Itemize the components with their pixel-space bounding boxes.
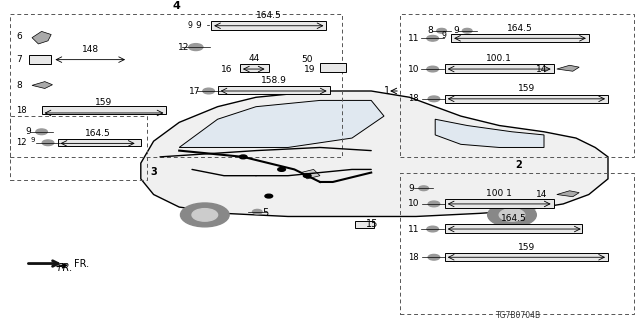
Text: 164.5: 164.5 <box>84 129 111 138</box>
Circle shape <box>428 254 440 260</box>
Text: 18: 18 <box>408 253 419 262</box>
Text: 164.5: 164.5 <box>256 11 282 20</box>
Text: 15: 15 <box>366 219 378 229</box>
Bar <box>10 116 147 180</box>
Circle shape <box>303 174 311 178</box>
Circle shape <box>189 44 203 51</box>
Text: 8: 8 <box>16 81 22 90</box>
Bar <box>400 14 634 157</box>
Text: 9: 9 <box>187 20 192 30</box>
Circle shape <box>436 28 447 33</box>
Bar <box>211 21 326 30</box>
Circle shape <box>419 186 429 191</box>
Text: 10: 10 <box>408 65 420 74</box>
Polygon shape <box>301 169 320 179</box>
Circle shape <box>488 203 536 227</box>
Text: 164.5: 164.5 <box>501 214 527 223</box>
Text: 159: 159 <box>95 98 113 107</box>
Text: 3: 3 <box>150 167 157 177</box>
Text: 9: 9 <box>442 31 447 40</box>
Bar <box>240 64 269 72</box>
Text: 148: 148 <box>82 45 99 54</box>
Text: 44: 44 <box>248 54 259 63</box>
Bar <box>42 106 166 114</box>
Circle shape <box>427 66 438 72</box>
Bar <box>218 86 330 94</box>
Text: 50: 50 <box>301 55 313 64</box>
Text: 159: 159 <box>518 84 535 93</box>
Circle shape <box>180 203 229 227</box>
Circle shape <box>42 140 54 146</box>
Circle shape <box>428 201 440 207</box>
Circle shape <box>278 168 285 171</box>
Bar <box>320 63 346 72</box>
Text: 5: 5 <box>262 208 269 218</box>
Polygon shape <box>141 91 608 217</box>
Text: 9: 9 <box>195 20 201 30</box>
Text: 18: 18 <box>408 94 419 103</box>
Text: 12: 12 <box>178 43 189 52</box>
Circle shape <box>428 96 440 102</box>
Bar <box>445 64 554 73</box>
Text: FR.: FR. <box>58 263 73 273</box>
Text: 18: 18 <box>16 106 27 115</box>
Text: 19: 19 <box>304 65 316 74</box>
Circle shape <box>36 129 47 135</box>
Bar <box>29 55 51 64</box>
Text: 9: 9 <box>408 184 414 193</box>
Circle shape <box>253 209 262 214</box>
Text: 16: 16 <box>221 65 232 74</box>
Text: 164.5: 164.5 <box>507 24 533 33</box>
Polygon shape <box>557 65 579 71</box>
Text: 7: 7 <box>16 55 22 64</box>
Polygon shape <box>557 191 579 197</box>
Text: 1: 1 <box>384 86 390 96</box>
Text: 8: 8 <box>428 26 433 35</box>
Text: 159: 159 <box>518 243 535 252</box>
Bar <box>400 172 634 314</box>
Polygon shape <box>179 100 384 148</box>
Bar <box>445 253 608 261</box>
Bar <box>445 95 608 103</box>
Polygon shape <box>32 82 52 89</box>
Text: 2: 2 <box>515 160 522 170</box>
Text: 17: 17 <box>189 86 200 95</box>
Text: 100 1: 100 1 <box>486 189 512 198</box>
Text: 100.1: 100.1 <box>486 54 512 63</box>
Text: 14: 14 <box>536 65 548 74</box>
Polygon shape <box>32 31 51 44</box>
Circle shape <box>427 226 438 232</box>
Bar <box>445 199 554 208</box>
Text: 6: 6 <box>16 32 22 41</box>
Circle shape <box>192 209 218 221</box>
Text: FR.: FR. <box>57 259 89 269</box>
Text: 9: 9 <box>31 137 35 143</box>
Text: 14: 14 <box>536 190 548 199</box>
Circle shape <box>427 36 438 41</box>
Bar <box>451 34 589 42</box>
Circle shape <box>462 28 472 33</box>
Text: 9: 9 <box>453 26 459 35</box>
Circle shape <box>265 194 273 198</box>
Circle shape <box>499 209 525 221</box>
Text: 10: 10 <box>408 199 420 208</box>
Bar <box>355 221 374 228</box>
Text: 11: 11 <box>408 225 420 234</box>
Text: 4: 4 <box>172 1 180 11</box>
Polygon shape <box>435 119 544 148</box>
Text: 12: 12 <box>16 138 26 147</box>
Text: 9: 9 <box>26 127 31 136</box>
Bar <box>445 224 582 233</box>
Circle shape <box>239 155 247 159</box>
Bar <box>58 139 141 146</box>
Text: TG7B0704B: TG7B0704B <box>496 311 541 320</box>
Bar <box>10 14 342 157</box>
Text: 158.9: 158.9 <box>260 76 287 85</box>
Circle shape <box>203 88 214 94</box>
Text: 11: 11 <box>408 34 420 43</box>
